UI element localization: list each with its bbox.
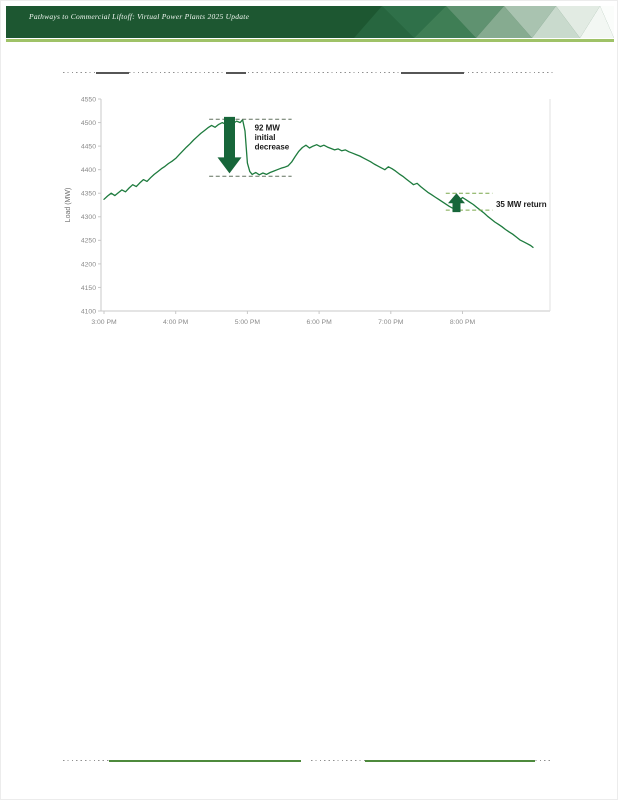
return-annotation: 35 MW return (445, 192, 547, 213)
svg-text:4150: 4150 (81, 285, 96, 292)
annotation-label: decrease (255, 142, 290, 151)
annotation-label: initial (255, 133, 276, 142)
report-title: Pathways to Commercial Liftoff: Virtual … (29, 12, 250, 21)
svg-text:4500: 4500 (81, 120, 96, 127)
svg-text:8:00 PM: 8:00 PM (450, 319, 476, 326)
svg-text:4350: 4350 (81, 191, 96, 198)
load-line (103, 119, 534, 249)
decrease-arrow-icon (217, 116, 242, 174)
rule-solid-segment (109, 760, 301, 762)
return-arrow-icon (448, 193, 465, 213)
y-axis-title: Load (MW) (65, 188, 72, 223)
load-chart-figure: 4550 4500 4450 4400 4350 4300 4250 4200 4150 4100… (61, 87, 557, 339)
svg-text:4550: 4550 (81, 96, 96, 103)
rule-solid-segment (226, 72, 246, 74)
rule-solid-segment (365, 760, 535, 762)
svg-text:4100: 4100 (81, 308, 96, 315)
svg-text:4:00 PM: 4:00 PM (163, 319, 189, 326)
svg-text:4250: 4250 (81, 238, 96, 245)
header-accent-rule (6, 39, 614, 42)
y-axis-labels: 4550 4500 4450 4400 4350 4300 4250 4200 4150 4100 (81, 96, 101, 315)
load-line-chart: 4550 4500 4450 4400 4350 4300 4250 4200 4150 4100… (65, 96, 551, 326)
svg-text:3:00 PM: 3:00 PM (91, 319, 117, 326)
header-banner (6, 6, 614, 38)
x-axis-labels: 3:00 PM 4:00 PM 5:00 PM 6:00 PM 7:00 PM 8:00 … (91, 311, 475, 326)
svg-text:4450: 4450 (81, 144, 96, 151)
footer-rule-right (311, 760, 553, 762)
geometric-decoration (354, 6, 614, 38)
rule-solid-segment (401, 72, 464, 74)
dotted-line (63, 72, 553, 74)
chart-axes (100, 99, 551, 312)
svg-text:4400: 4400 (81, 167, 96, 174)
rule-solid-segment (96, 72, 129, 74)
footer-rule-left (63, 760, 301, 762)
svg-text:5:00 PM: 5:00 PM (235, 319, 261, 326)
svg-text:6:00 PM: 6:00 PM (306, 319, 332, 326)
top-dotted-rule (63, 72, 553, 74)
annotation-label: 92 MW (255, 123, 281, 132)
annotation-label: 35 MW return (496, 200, 547, 209)
svg-text:4200: 4200 (81, 261, 96, 268)
svg-text:4300: 4300 (81, 214, 96, 221)
svg-text:7:00 PM: 7:00 PM (378, 319, 404, 326)
